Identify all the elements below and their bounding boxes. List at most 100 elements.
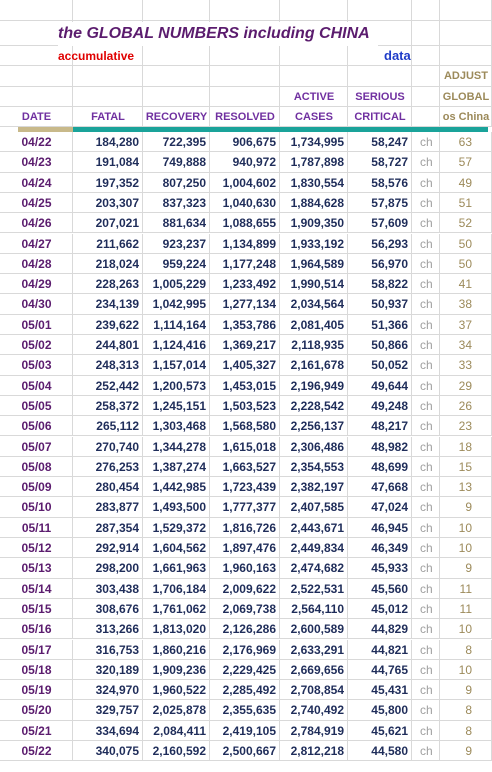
table-cell: 2,708,854	[290, 683, 344, 698]
table-cell: ch	[420, 358, 433, 373]
table-cell: 292,914	[95, 541, 139, 555]
grid-cell	[143, 741, 210, 762]
table-cell: 2,161,678	[290, 358, 344, 373]
table-cell: 58,727	[371, 155, 408, 170]
subtitle: accumulative	[58, 49, 135, 63]
sheet-title: the GLOBAL NUMBERS including CHINA	[58, 22, 378, 46]
grid-cell	[280, 578, 348, 599]
grid-cell	[0, 233, 73, 254]
table-cell: 276,253	[95, 459, 139, 474]
table-cell: 05/02	[21, 338, 52, 352]
table-cell: 228,263	[95, 277, 139, 292]
grid-cell	[412, 659, 440, 681]
table-cell: 56,293	[371, 236, 408, 251]
table-cell: 34	[458, 338, 472, 352]
table-cell: 287,354	[95, 520, 139, 535]
grid-cell	[280, 659, 348, 681]
table-cell: 04/28	[21, 256, 52, 271]
table-cell: 2,196,949	[290, 378, 344, 393]
grid-cell	[348, 107, 412, 127]
table-cell: 1,663,527	[222, 459, 276, 474]
table-cell: 05/05	[21, 398, 52, 413]
grid-cell	[280, 639, 348, 660]
table-cell: 1,787,898	[290, 155, 344, 170]
table-cell: 1,233,492	[222, 277, 276, 292]
grid-cell	[73, 213, 143, 234]
table-cell: 49,644	[371, 378, 408, 393]
table-cell: 906,675	[232, 135, 276, 149]
table-cell: 51,366	[371, 317, 408, 332]
table-cell: 04/29	[21, 277, 52, 292]
table-cell: 47,668	[371, 480, 408, 495]
grid-cell	[73, 233, 143, 254]
table-cell: 50	[458, 236, 472, 251]
grid-cell	[280, 741, 348, 762]
table-cell: 1,723,439	[222, 480, 276, 495]
table-cell: 334,694	[95, 723, 139, 738]
table-cell: 05/15	[21, 601, 52, 616]
grid-cell	[412, 233, 440, 254]
grid-cell	[412, 619, 440, 640]
table-cell: ch	[420, 622, 433, 637]
table-cell: 58,822	[371, 277, 408, 292]
table-cell: 2,669,656	[290, 662, 344, 677]
grid-cell	[348, 680, 412, 701]
grid-cell	[0, 558, 73, 579]
grid-cell	[280, 0, 348, 21]
table-cell: 2,522,531	[290, 581, 344, 596]
grid-cell	[210, 395, 280, 417]
grid-cell	[0, 517, 73, 538]
grid-cell	[0, 87, 73, 107]
grid-cell	[0, 335, 73, 356]
grid-cell	[0, 497, 73, 518]
grid-cell	[348, 497, 412, 518]
table-cell: 44,821	[371, 642, 408, 657]
grid-cell	[412, 172, 440, 193]
grid-cell	[412, 66, 440, 87]
grid-cell	[412, 578, 440, 599]
table-cell: 9	[465, 500, 472, 515]
grid-cell	[73, 274, 143, 295]
table-cell: 56,970	[371, 256, 408, 271]
grid-cell	[0, 578, 73, 599]
table-cell: 44,765	[371, 662, 408, 677]
table-cell: 50,866	[371, 338, 408, 352]
table-cell: 37	[458, 317, 472, 332]
grid-cell	[73, 659, 143, 681]
table-cell: 1,124,416	[152, 338, 206, 352]
table-cell: 329,757	[95, 703, 139, 718]
grid-cell	[210, 132, 280, 153]
grid-cell	[412, 416, 440, 437]
table-cell: ch	[420, 419, 433, 434]
table-cell: 1,909,236	[152, 662, 206, 677]
grid-cell	[73, 720, 143, 741]
table-cell: 1,960,163	[222, 561, 276, 576]
table-cell: 29	[458, 378, 472, 393]
grid-cell	[280, 152, 348, 173]
grid-cell	[0, 538, 73, 559]
grid-cell	[412, 21, 440, 46]
grid-cell	[440, 21, 492, 46]
table-cell: ch	[420, 459, 433, 474]
grid-cell	[412, 152, 440, 173]
grid-cell	[412, 720, 440, 741]
grid-cell	[210, 619, 280, 640]
table-cell: 1,529,372	[152, 520, 206, 535]
table-cell: 63	[458, 135, 472, 149]
table-cell: 45,933	[371, 561, 408, 576]
grid-cell	[280, 680, 348, 701]
table-cell: 58,576	[371, 175, 408, 190]
grid-cell	[210, 416, 280, 437]
table-cell: 308,676	[95, 601, 139, 616]
table-cell: 258,372	[95, 398, 139, 413]
grid-cell	[73, 700, 143, 721]
table-cell: 1,734,995	[290, 135, 344, 149]
grid-cell	[280, 66, 348, 87]
grid-cell	[412, 87, 440, 107]
table-cell: 05/22	[21, 744, 52, 758]
grid-cell	[0, 436, 73, 457]
grid-cell	[143, 680, 210, 701]
grid-cell	[210, 700, 280, 721]
table-cell: 9	[465, 561, 472, 576]
grid-cell	[412, 294, 440, 315]
